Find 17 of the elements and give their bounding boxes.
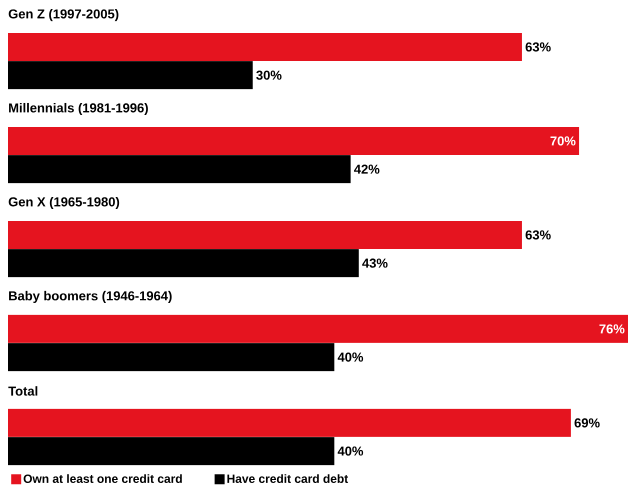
data-label: 63% [526, 230, 551, 240]
data-label: 69% [574, 418, 600, 428]
data-label: 76% [599, 324, 624, 334]
data-label: 63% [526, 42, 551, 52]
data-label: 40% [338, 446, 364, 456]
y-tick-label: Total [8, 386, 38, 396]
data-label: 42% [354, 164, 380, 174]
legend-label: Own at least one credit card [24, 474, 182, 483]
data-label: 40% [338, 352, 364, 362]
legend-label: Have credit card debt [227, 474, 348, 483]
data-label: 30% [256, 70, 282, 80]
y-tick-label: Millennials (1981-1996) [9, 102, 148, 116]
data-label: 70% [550, 136, 576, 146]
y-tick-label: Gen Z (1997-2005) [8, 8, 118, 22]
y-tick-label: Baby boomers (1946-1964) [9, 290, 172, 303]
data-label: 43% [362, 258, 388, 268]
y-tick-label: Gen X (1965-1980) [8, 196, 120, 210]
